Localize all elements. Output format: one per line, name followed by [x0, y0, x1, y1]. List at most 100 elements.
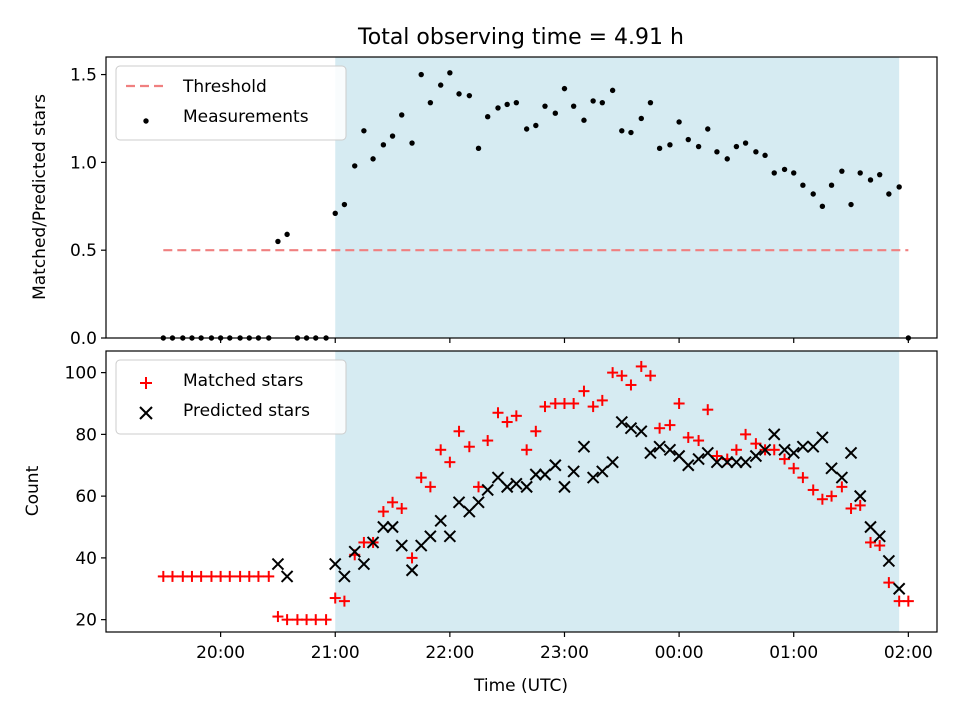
measurement-point	[753, 149, 759, 155]
matched-star-point	[396, 502, 408, 514]
predicted-star-point	[624, 421, 638, 435]
predicted-star-mark-b	[807, 440, 820, 453]
predicted-star-mark-b	[424, 530, 437, 543]
predicted-star-point	[721, 455, 734, 469]
matched-star-point	[492, 407, 504, 419]
predicted-star-mark-b	[558, 480, 571, 494]
predicted-star-mark-b	[329, 557, 342, 571]
predicted-star-point	[405, 564, 419, 577]
predicted-star-mark-b	[348, 545, 361, 558]
measurement-point	[513, 99, 520, 106]
measurement-point	[437, 82, 444, 88]
matched-star-point	[740, 428, 752, 440]
matched-star-point	[587, 401, 599, 413]
predicted-star-point	[414, 539, 428, 552]
measurement-point	[667, 142, 673, 148]
matched-star-point	[453, 425, 465, 437]
matched-star-point	[607, 367, 619, 379]
measurement-point	[523, 126, 530, 132]
predicted-star-point	[778, 443, 791, 457]
matched-star-point	[682, 431, 694, 443]
matched-star-point	[521, 444, 533, 456]
measurement-point	[810, 191, 816, 197]
predicted-star-mark-b	[405, 564, 419, 577]
matched-star-point	[578, 385, 590, 397]
predicted-star-mark-b	[796, 440, 810, 453]
predicted-star-point	[644, 446, 657, 460]
top-y-tick-label: 1.5	[70, 66, 97, 86]
predicted-star-point	[692, 452, 705, 466]
predicted-star-point	[682, 459, 695, 472]
bottom-axes-frame	[105, 350, 938, 633]
matched-star-point	[501, 416, 513, 428]
predicted-star-mark-b	[721, 455, 734, 469]
top-legend-box	[115, 65, 347, 141]
bottom-y-tick-label: 100	[65, 364, 97, 384]
predicted-star-mark-b	[386, 520, 399, 534]
matched-star-point	[157, 570, 169, 582]
matched-star-point	[435, 444, 447, 456]
predicted-star-point	[463, 505, 476, 518]
measurement-point	[542, 103, 548, 109]
matched-star-point	[358, 536, 370, 548]
predicted-star-point	[586, 471, 600, 484]
matched-star-point	[263, 570, 275, 582]
predicted-star-point	[395, 539, 408, 552]
predicted-star-mark-b	[758, 443, 772, 457]
matched-star-point	[616, 370, 628, 382]
matched-star-point	[750, 438, 762, 450]
predicted-star-mark-b	[892, 582, 906, 595]
measurement-point	[733, 143, 740, 150]
predicted-star-mark-b	[768, 428, 781, 441]
predicted-star-point	[366, 536, 380, 549]
measurement-point	[533, 122, 539, 129]
matched-star-point	[836, 481, 848, 493]
predicted-star-mark-b	[596, 465, 609, 478]
matched-star-point	[702, 404, 714, 416]
matched-star-point	[387, 496, 399, 508]
measurement-point	[628, 129, 634, 136]
measurement-point	[380, 142, 387, 148]
matched-star-point	[596, 394, 608, 406]
matched-star-point	[644, 370, 656, 382]
measurement-point	[389, 133, 396, 139]
predicted-star-mark-b	[520, 480, 533, 494]
matched-star-point	[291, 614, 303, 626]
predicted-star-mark-b	[500, 480, 514, 494]
matched-star-point	[854, 499, 866, 511]
matched-star-point	[329, 592, 341, 604]
predicted-star-point	[873, 530, 886, 543]
predicted-star-point	[338, 570, 351, 583]
predicted-star-point	[491, 471, 505, 484]
predicted-star-point	[377, 520, 390, 534]
predicted-star-point	[807, 440, 820, 453]
measurement-point	[456, 91, 462, 97]
bottom-series-predicted-stars	[271, 415, 906, 595]
measurement-point	[656, 145, 663, 152]
measurement-point	[495, 105, 501, 111]
predicted-star-point	[424, 530, 437, 543]
measurement-point	[484, 114, 491, 120]
top-y-tick-label: 1.0	[70, 153, 97, 173]
predicted-star-point	[892, 582, 906, 595]
top-series-measurements	[160, 70, 912, 341]
predicted-star-point	[472, 496, 485, 509]
measurement-point	[399, 112, 405, 118]
matched-star-point	[779, 453, 791, 465]
measurement-point	[705, 126, 711, 132]
predicted-star-point	[749, 449, 763, 463]
predicted-star-point	[529, 468, 543, 481]
predicted-star-mark-b	[644, 446, 657, 460]
predicted-star-point	[787, 446, 800, 460]
predicted-star-mark-b	[434, 514, 447, 528]
x-tick-label: 22:00	[425, 643, 474, 663]
measurement-point	[886, 191, 892, 197]
measurement-point	[599, 99, 606, 106]
x-axis-label: Time (UTC)	[473, 676, 568, 696]
matched-star-point	[874, 540, 886, 552]
matched-star-point	[186, 570, 198, 582]
matched-star-point	[530, 425, 542, 437]
predicted-star-mark-b	[529, 468, 543, 481]
matched-star-point	[788, 462, 800, 474]
